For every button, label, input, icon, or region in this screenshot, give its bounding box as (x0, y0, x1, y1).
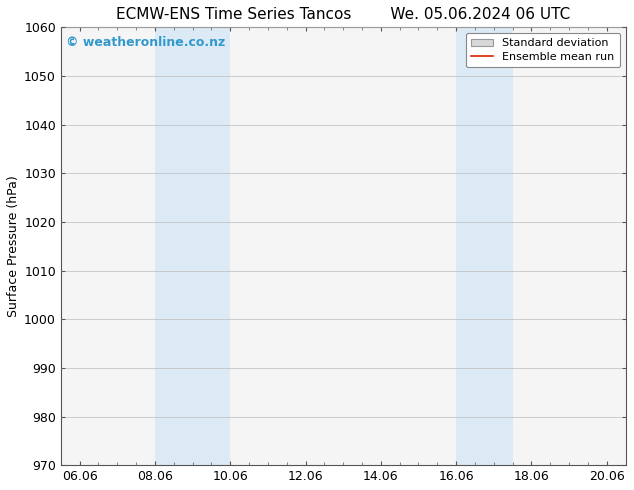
Y-axis label: Surface Pressure (hPa): Surface Pressure (hPa) (7, 175, 20, 317)
Title: ECMW-ENS Time Series Tancos        We. 05.06.2024 06 UTC: ECMW-ENS Time Series Tancos We. 05.06.20… (116, 7, 571, 22)
Bar (456, 27, 513, 465)
Legend: Standard deviation, Ensemble mean run: Standard deviation, Ensemble mean run (465, 33, 620, 67)
Bar (155, 27, 230, 465)
Text: © weatheronline.co.nz: © weatheronline.co.nz (67, 36, 226, 49)
